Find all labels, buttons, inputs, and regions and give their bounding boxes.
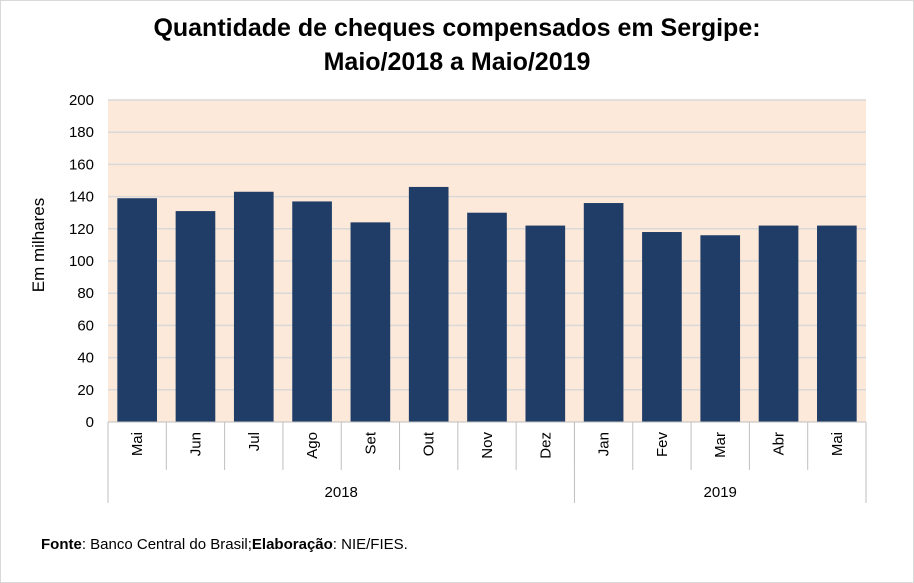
bar — [117, 198, 157, 422]
y-tick-label: 160 — [69, 156, 94, 173]
elaboration-label: Elaboração — [251, 536, 333, 553]
x-tick-label: Dez — [537, 432, 554, 459]
bar — [642, 232, 682, 422]
group-label: 2018 — [325, 484, 358, 501]
bar — [233, 191, 274, 422]
x-tick-label: Jan — [596, 432, 613, 456]
y-tick-label: 0 — [86, 414, 94, 431]
source-text: : Banco Central do Brasil; — [81, 536, 252, 553]
x-tick-label: Mai — [829, 432, 846, 456]
group-label: 2019 — [704, 484, 737, 501]
x-tick-label: Nov — [479, 432, 496, 459]
elaboration-text: : NIE/FIES. — [332, 536, 408, 553]
x-tick-label: Mai — [129, 432, 146, 456]
bar — [583, 203, 624, 422]
bar — [292, 201, 332, 422]
x-tick-label: Fev — [654, 432, 671, 458]
bar — [700, 235, 741, 422]
y-tick-label: 120 — [69, 221, 94, 238]
y-tick-label: 180 — [69, 124, 94, 141]
x-tick-label: Out — [421, 431, 438, 456]
y-tick-label: 80 — [77, 285, 94, 302]
bar — [817, 225, 857, 422]
x-tick-label: Abr — [771, 432, 788, 455]
chart-title-line2: Maio/2018 a Maio/2019 — [323, 48, 591, 76]
y-tick-label: 140 — [69, 189, 94, 206]
bar — [758, 225, 799, 422]
source-label: Fonte — [41, 536, 82, 553]
chart-title-line1: Quantidade de cheques compensados em Ser… — [153, 14, 761, 42]
bar — [350, 222, 391, 422]
x-tick-label: Ago — [304, 432, 321, 459]
bar — [175, 211, 216, 422]
x-tick-label: Mar — [712, 432, 729, 458]
x-tick-label: Jul — [246, 432, 263, 451]
bar — [467, 212, 507, 422]
y-tick-label: 40 — [77, 350, 94, 367]
y-axis-label: Em milhares — [29, 198, 48, 292]
y-tick-label: 60 — [77, 317, 94, 334]
bar — [525, 225, 566, 422]
y-tick-label: 100 — [69, 253, 94, 270]
x-tick-label: Jun — [187, 432, 204, 456]
bar — [408, 186, 449, 422]
y-tick-label: 200 — [69, 92, 94, 109]
y-tick-label: 20 — [77, 382, 94, 399]
x-tick-label: Set — [362, 431, 379, 454]
source-note: Fonte: Banco Central do Brasil;Elaboraçã… — [41, 536, 408, 553]
